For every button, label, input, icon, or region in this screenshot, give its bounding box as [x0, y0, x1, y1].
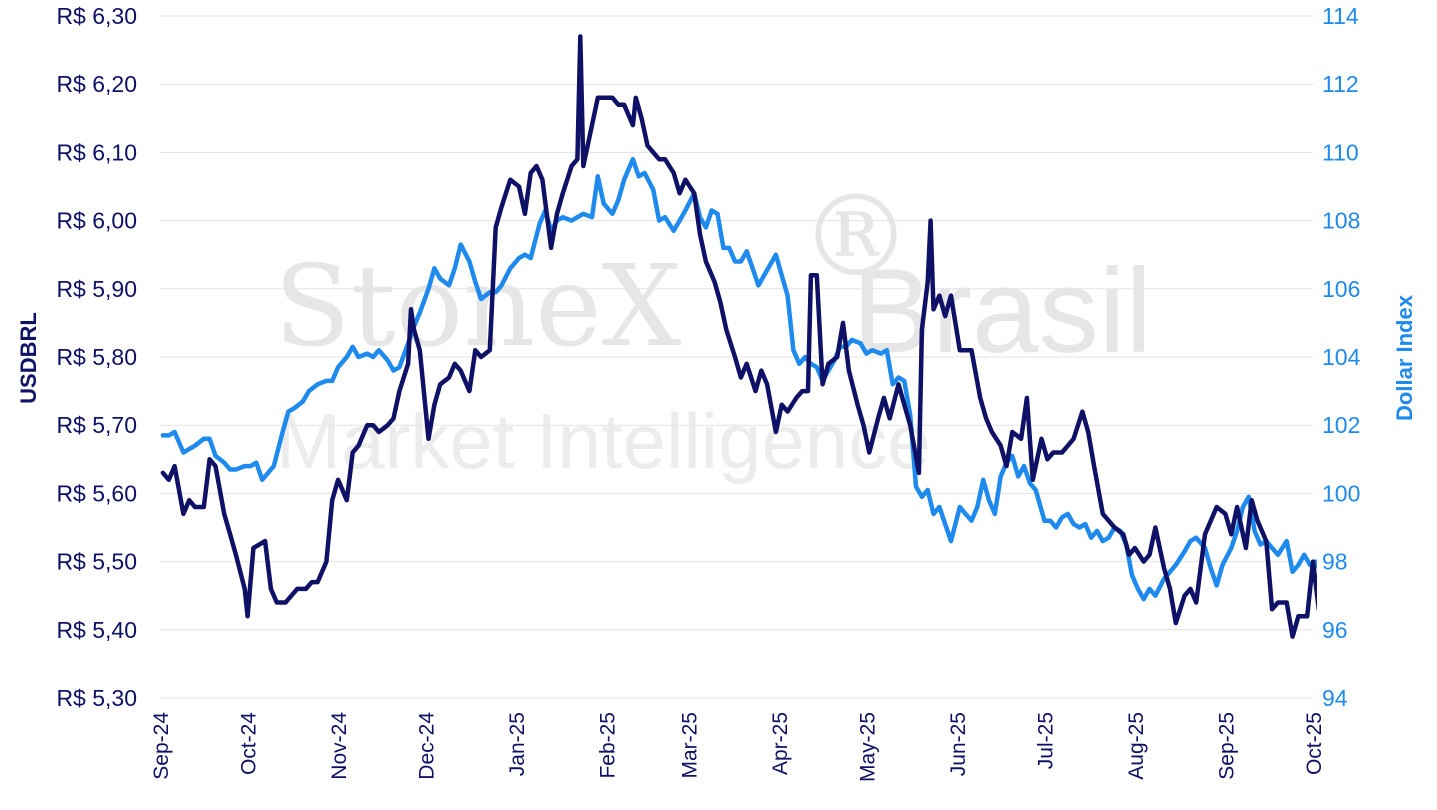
- series-group: [160, 34, 1317, 639]
- left-tick-label: R$ 6,10: [56, 139, 137, 165]
- x-tick-label: Jan-25: [506, 712, 529, 776]
- right-tick-label: 114: [1322, 3, 1359, 29]
- left-tick-label: R$ 6,30: [56, 3, 137, 29]
- right-axis-title: Dollar Index: [1392, 294, 1417, 421]
- right-tick-label: 108: [1322, 208, 1360, 234]
- watermark: StoneX ® Brasil Market Intelligence: [274, 172, 1152, 485]
- right-tick-label: 112: [1322, 71, 1359, 97]
- left-tick-label: R$ 5,40: [56, 617, 137, 643]
- left-axis-title: USDBRL: [16, 312, 41, 404]
- x-tick-label: Apr-25: [769, 712, 792, 775]
- left-tick-label: R$ 5,90: [56, 276, 137, 302]
- left-axis-ticks: R$ 5,30 R$ 5,40 R$ 5,50 R$ 5,60 R$ 5,70 R$ 5,…: [56, 3, 137, 711]
- right-tick-label: 102: [1322, 412, 1360, 438]
- left-tick-label: R$ 5,30: [56, 685, 137, 711]
- x-tick-label: Sep-25: [1215, 712, 1238, 780]
- x-axis-ticks: Sep-24 Oct-24 Nov-24 Dec-24 Jan-25 Feb-25 Mar-…: [150, 712, 1326, 782]
- x-tick-label: Dec-24: [416, 712, 439, 780]
- right-tick-label: 98: [1322, 549, 1348, 575]
- right-tick-label: 104: [1322, 344, 1361, 370]
- watermark-subtitle: Market Intelligence: [276, 397, 931, 485]
- x-tick-label: Nov-24: [328, 712, 351, 780]
- left-tick-label: R$ 5,60: [56, 480, 137, 506]
- x-tick-label: Mar-25: [678, 712, 701, 779]
- left-tick-label: R$ 5,80: [56, 344, 137, 370]
- right-axis-ticks: 94 96 98 100 102 104 106 108 110 112 114: [1322, 3, 1361, 711]
- left-tick-label: R$ 5,50: [56, 549, 137, 575]
- x-tick-label: Oct-25: [1303, 712, 1326, 775]
- left-tick-label: R$ 6,20: [56, 71, 137, 97]
- right-tick-label: 100: [1322, 480, 1360, 506]
- right-tick-label: 96: [1322, 617, 1348, 643]
- x-tick-label: Feb-25: [597, 712, 620, 779]
- right-tick-label: 110: [1322, 139, 1359, 165]
- left-tick-label: R$ 5,70: [56, 412, 137, 438]
- usdbrl-series-line: [160, 34, 1317, 639]
- x-tick-label: Sep-24: [150, 712, 173, 780]
- dollar-index-series-line: [160, 156, 1317, 602]
- x-tick-label: Jun-25: [947, 712, 970, 776]
- right-tick-label: 106: [1322, 276, 1360, 302]
- left-tick-label: R$ 6,00: [56, 208, 137, 234]
- watermark-brand-suffix: Brasil: [852, 244, 1152, 378]
- series-layer: [160, 34, 1317, 639]
- right-tick-label: 94: [1322, 685, 1348, 711]
- x-tick-label: Jul-25: [1034, 712, 1057, 769]
- x-tick-label: May-25: [856, 712, 879, 782]
- x-tick-label: Oct-24: [238, 712, 261, 775]
- x-tick-label: Aug-25: [1125, 712, 1148, 780]
